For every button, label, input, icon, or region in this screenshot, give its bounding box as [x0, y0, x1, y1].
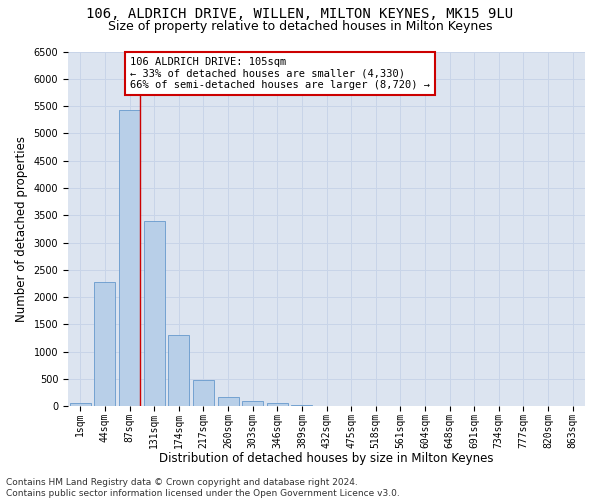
Bar [218, 397, 239, 406]
Bar [193, 380, 214, 406]
Bar [70, 402, 91, 406]
Bar [119, 110, 140, 406]
Text: Size of property relative to detached houses in Milton Keynes: Size of property relative to detached ho… [108, 20, 492, 33]
Y-axis label: Number of detached properties: Number of detached properties [15, 136, 28, 322]
Bar [292, 404, 313, 406]
Text: 106 ALDRICH DRIVE: 105sqm
← 33% of detached houses are smaller (4,330)
66% of se: 106 ALDRICH DRIVE: 105sqm ← 33% of detac… [130, 57, 430, 90]
Bar [267, 404, 288, 406]
Bar [144, 222, 164, 406]
Text: 106, ALDRICH DRIVE, WILLEN, MILTON KEYNES, MK15 9LU: 106, ALDRICH DRIVE, WILLEN, MILTON KEYNE… [86, 8, 514, 22]
Bar [242, 402, 263, 406]
Bar [169, 335, 189, 406]
X-axis label: Distribution of detached houses by size in Milton Keynes: Distribution of detached houses by size … [159, 452, 494, 465]
Text: Contains HM Land Registry data © Crown copyright and database right 2024.
Contai: Contains HM Land Registry data © Crown c… [6, 478, 400, 498]
Bar [94, 282, 115, 406]
